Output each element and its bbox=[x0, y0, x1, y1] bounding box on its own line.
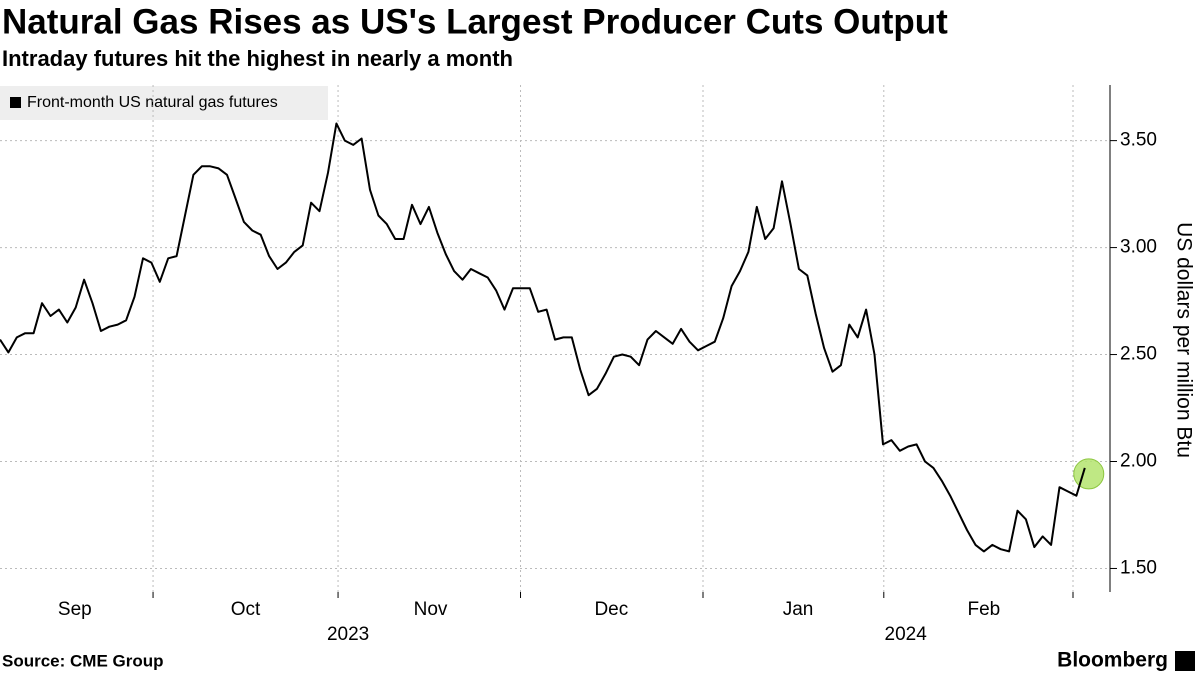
y-tick-label: 3.50 bbox=[1120, 130, 1157, 151]
x-tick-label: Nov bbox=[414, 599, 448, 620]
y-tick-label: 2.00 bbox=[1120, 451, 1157, 472]
brand-icon bbox=[1175, 651, 1195, 671]
legend-label: Front-month US natural gas futures bbox=[27, 94, 278, 111]
y-tick-label: 1.50 bbox=[1120, 557, 1157, 578]
chart-title: Natural Gas Rises as US's Largest Produc… bbox=[2, 2, 948, 41]
year-label: 2023 bbox=[327, 624, 369, 645]
chart-subtitle: Intraday futures hit the highest in near… bbox=[2, 46, 513, 71]
y-tick-label: 3.00 bbox=[1120, 237, 1157, 258]
y-tick-label: 2.50 bbox=[1120, 344, 1157, 365]
y-axis-label: US dollars per million Btu bbox=[1172, 222, 1195, 458]
brand: Bloomberg bbox=[1057, 649, 1168, 672]
x-tick-label: Dec bbox=[594, 599, 628, 620]
x-tick-label: Oct bbox=[231, 599, 261, 620]
year-label: 2024 bbox=[885, 624, 928, 645]
x-tick-label: Feb bbox=[967, 599, 1000, 620]
x-tick-label: Jan bbox=[783, 599, 814, 620]
x-tick-label: Sep bbox=[58, 599, 92, 620]
highlight-point bbox=[1073, 458, 1105, 490]
legend-swatch bbox=[10, 97, 21, 108]
source: Source: CME Group bbox=[2, 651, 164, 670]
line bbox=[0, 122, 1086, 553]
legend-box bbox=[0, 86, 328, 120]
